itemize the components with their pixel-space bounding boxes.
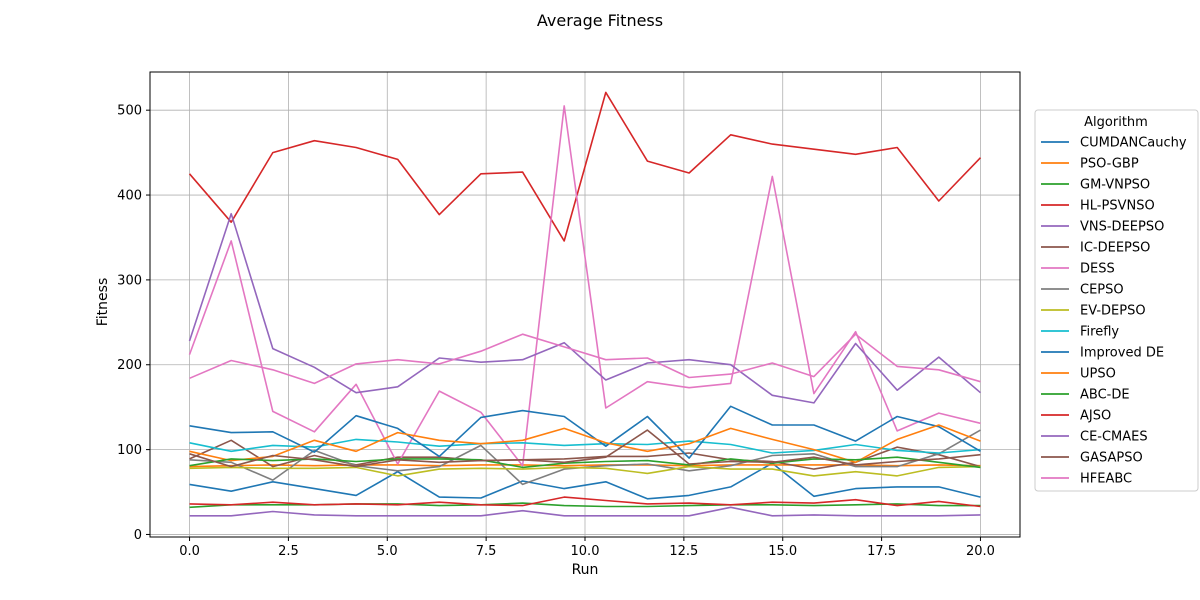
legend-item-upso: UPSO xyxy=(1041,367,1116,382)
legend-label: IC-DEEPSO xyxy=(1080,241,1150,256)
legend-item-abc-de: ABC-DE xyxy=(1041,388,1130,403)
x-tick-label: 15.0 xyxy=(768,544,797,559)
legend-item-vns-deepso: VNS-DEEPSO xyxy=(1041,220,1164,235)
x-tick-label: 2.5 xyxy=(278,544,299,559)
legend-item-gasapso: GASAPSO xyxy=(1041,451,1143,466)
legend-label: HL-PSVNSO xyxy=(1080,199,1155,214)
series-line-abc-de xyxy=(189,456,981,469)
x-tick-label: 17.5 xyxy=(867,544,896,559)
legend-item-hfeabc: HFEABC xyxy=(1041,472,1132,487)
legend-label: VNS-DEEPSO xyxy=(1080,220,1164,235)
legend-item-improved-de: Improved DE xyxy=(1041,346,1164,361)
x-tick-label: 7.5 xyxy=(476,544,497,559)
x-axis-label: Run xyxy=(572,562,599,578)
series-line-ajso xyxy=(189,496,981,508)
series-line-gasapso xyxy=(189,429,981,468)
legend-item-cumdancauchy: CUMDANCauchy xyxy=(1041,136,1187,151)
y-axis-label: Fitness xyxy=(95,278,111,327)
legend-item-ce-cmaes: CE-CMAES xyxy=(1041,430,1148,445)
series-line-ce-cmaes xyxy=(188,212,982,404)
legend: Algorithm CUMDANCauchy PSO-GBP GM-VNPSO HL-… xyxy=(1034,109,1199,492)
legend-item-firefly: Firefly xyxy=(1041,325,1119,340)
legend-label: ABC-DE xyxy=(1080,388,1130,403)
x-tick-label: 12.5 xyxy=(669,544,698,559)
chart-title: Average Fitness xyxy=(537,11,663,30)
x-axis: 0.0 2.5 5.0 7.5 10.0 12.5 15.0 17.5 20.0 xyxy=(179,537,995,559)
legend-label: HFEABC xyxy=(1080,472,1132,487)
legend-label: UPSO xyxy=(1080,367,1116,382)
legend-label: DESS xyxy=(1080,262,1115,277)
series-line-vns-deepso xyxy=(189,506,981,517)
series-line-hl-psvnso xyxy=(188,91,982,242)
legend-label: CUMDANCauchy xyxy=(1080,136,1187,151)
y-tick-label: 300 xyxy=(117,273,142,288)
series-line-improved-de xyxy=(189,405,981,459)
legend-item-hl-psvnso: HL-PSVNSO xyxy=(1041,199,1155,214)
x-tick-label: 5.0 xyxy=(377,544,398,559)
legend-items: CUMDANCauchy PSO-GBP GM-VNPSO HL-PSVNSO VNS-… xyxy=(1041,136,1187,487)
legend-label: Improved DE xyxy=(1080,346,1164,361)
y-tick-label: 200 xyxy=(117,358,142,373)
y-tick-label: 500 xyxy=(117,104,142,119)
legend-label: AJSO xyxy=(1080,409,1111,424)
y-tick-label: 0 xyxy=(134,528,142,543)
series-line-cumdancauchy xyxy=(189,462,981,500)
legend-title: Algorithm xyxy=(1084,115,1148,130)
legend-item-ev-depso: EV-DEPSO xyxy=(1041,304,1146,319)
x-tick-label: 10.0 xyxy=(571,544,600,559)
y-tick-label: 400 xyxy=(117,189,142,204)
legend-label: GM-VNPSO xyxy=(1080,178,1150,193)
legend-label: GASAPSO xyxy=(1080,451,1143,466)
legend-item-pso-gbp: PSO-GBP xyxy=(1041,157,1139,172)
legend-label: CE-CMAES xyxy=(1080,430,1148,445)
legend-label: EV-DEPSO xyxy=(1080,304,1146,319)
legend-label: CEPSO xyxy=(1080,283,1124,298)
y-tick-label: 100 xyxy=(117,443,142,458)
legend-item-dess: DESS xyxy=(1041,262,1115,277)
series-lines xyxy=(188,91,982,517)
series-line-hfeabc xyxy=(189,333,981,385)
legend-label: PSO-GBP xyxy=(1080,157,1139,172)
x-tick-label: 20.0 xyxy=(966,544,995,559)
legend-item-gm-vnpso: GM-VNPSO xyxy=(1041,178,1150,193)
legend-item-ic-deepso: IC-DEEPSO xyxy=(1041,241,1150,256)
legend-box xyxy=(1034,109,1199,492)
y-axis: 0 100 200 300 400 500 xyxy=(117,104,150,543)
series-line-ev-depso xyxy=(189,465,981,477)
legend-item-cepso: CEPSO xyxy=(1041,283,1124,298)
plot-area: 0.0 2.5 5.0 7.5 10.0 12.5 15.0 17.5 20.0 0 100 200… xyxy=(117,71,1021,559)
legend-label: Firefly xyxy=(1080,325,1119,340)
x-tick-label: 0.0 xyxy=(179,544,200,559)
legend-item-ajso: AJSO xyxy=(1041,409,1111,424)
